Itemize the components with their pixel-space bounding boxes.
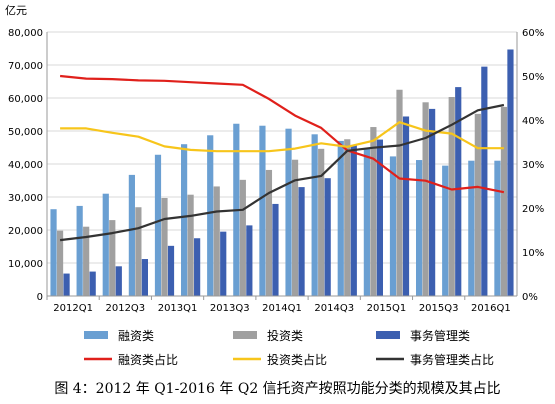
bar	[389, 156, 397, 296]
left-unit-label: 亿元	[5, 4, 27, 17]
bar	[161, 197, 168, 296]
bar	[109, 220, 116, 296]
legend-label: 融资类	[118, 329, 154, 343]
bar	[324, 178, 331, 296]
axes: 0 10,000 20,000 30,000 40,000 50,000 60,000 70,…	[5, 4, 544, 314]
bar	[344, 139, 351, 296]
left-tick-label: 0	[37, 292, 43, 303]
bar	[481, 66, 488, 297]
legend-label: 事务管理类占比	[410, 352, 494, 367]
bar	[396, 89, 403, 296]
bar	[429, 108, 436, 296]
bar	[167, 245, 175, 296]
bar	[298, 187, 305, 296]
x-tick-label: 2015Q1	[367, 303, 407, 314]
legend-label: 投资类占比	[267, 352, 327, 367]
x-tick-label: 2014Q3	[314, 303, 354, 314]
legend-swatch	[233, 331, 257, 339]
bar	[291, 159, 299, 296]
bar	[76, 205, 83, 296]
legend-label: 融资类占比	[118, 352, 178, 367]
left-tick-label: 70,000	[8, 61, 43, 72]
combo-chart: 0 10,000 20,000 30,000 40,000 50,000 60,000 70,…	[5, 4, 544, 367]
legend-label: 投资类	[267, 328, 303, 343]
bar	[402, 116, 410, 296]
bar	[468, 160, 475, 296]
x-tick-label: 2013Q1	[158, 303, 198, 314]
bar	[128, 174, 135, 296]
bar	[213, 186, 220, 296]
bar	[50, 209, 57, 296]
series-line	[60, 121, 504, 153]
right-tick-label: 60%	[522, 28, 544, 39]
bar	[187, 194, 194, 296]
right-tick-label: 20%	[522, 204, 544, 215]
bar	[416, 160, 423, 296]
left-tick-label: 10,000	[8, 259, 43, 270]
left-tick-label: 30,000	[8, 193, 43, 204]
x-tick-label: 2012Q1	[53, 303, 93, 314]
bar	[56, 230, 64, 296]
right-tick-label: 0%	[522, 292, 538, 303]
bar	[370, 127, 377, 296]
bar	[422, 102, 429, 296]
bar	[265, 169, 273, 296]
bar	[507, 49, 514, 296]
bar	[141, 259, 148, 296]
legend-swatch	[84, 331, 108, 339]
bar	[494, 160, 501, 296]
bar	[448, 97, 455, 296]
figure-caption: 图 4：2012 年 Q1-2016 年 Q2 信托资产按照功能分类的规模及其占…	[54, 381, 501, 397]
right-tick-label: 40%	[522, 116, 544, 127]
bar	[337, 140, 344, 296]
bar	[207, 135, 214, 296]
right-tick-label: 50%	[522, 72, 544, 83]
bar	[89, 271, 96, 296]
x-tick-label: 2015Q3	[419, 303, 459, 314]
left-tick-label: 50,000	[8, 127, 43, 138]
bars	[50, 49, 514, 297]
bar	[311, 134, 318, 296]
bar	[63, 273, 70, 296]
bar	[455, 87, 462, 296]
legend-swatch	[376, 331, 400, 339]
bar	[285, 128, 292, 296]
left-tick-label: 80,000	[8, 28, 43, 39]
bar	[154, 154, 162, 296]
bar	[135, 207, 142, 296]
x-tick-label: 2013Q3	[210, 303, 250, 314]
left-tick-label: 40,000	[8, 160, 43, 171]
bar	[318, 148, 325, 296]
bar	[500, 106, 508, 296]
bar	[474, 113, 481, 296]
right-tick-label: 30%	[522, 160, 544, 171]
bar	[220, 231, 227, 296]
lines	[59, 74, 505, 242]
bar	[194, 238, 201, 296]
legend-label: 事务管理类	[410, 328, 470, 343]
bar	[239, 179, 246, 296]
bar	[115, 266, 122, 296]
right-tick-label: 10%	[522, 248, 544, 259]
bar	[246, 225, 253, 296]
series-line	[59, 74, 505, 194]
bar	[350, 145, 357, 296]
left-tick-label: 60,000	[8, 94, 43, 105]
series-line	[59, 103, 505, 242]
bar	[102, 193, 109, 296]
x-tick-label: 2014Q1	[262, 303, 302, 314]
left-tick-label: 20,000	[8, 226, 43, 237]
bar	[181, 144, 188, 296]
x-tick-label: 2016Q1	[471, 303, 511, 314]
bar	[376, 139, 383, 296]
bar	[363, 148, 370, 296]
bar	[83, 226, 90, 296]
bar	[272, 203, 279, 296]
bar	[442, 165, 449, 296]
bar	[259, 125, 266, 296]
x-tick-label: 2012Q3	[105, 303, 145, 314]
